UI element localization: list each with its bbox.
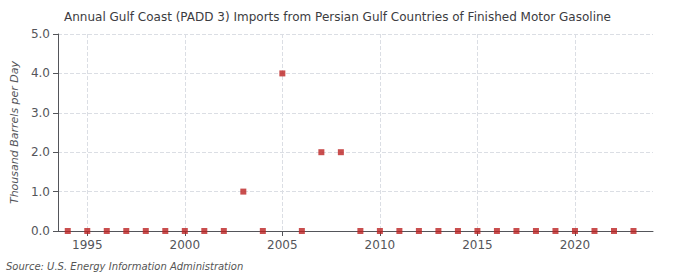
svg-text:Annual Gulf Coast (PADD 3) Imp: Annual Gulf Coast (PADD 3) Imports from … [64, 10, 611, 24]
svg-text:2000: 2000 [170, 238, 201, 252]
svg-text:4.0: 4.0 [31, 66, 50, 80]
svg-text:2005: 2005 [267, 238, 298, 252]
svg-text:2.0: 2.0 [31, 145, 50, 159]
svg-text:Thousand Barrels per Day: Thousand Barrels per Day [8, 60, 21, 204]
svg-text:2010: 2010 [365, 238, 396, 252]
svg-text:5.0: 5.0 [31, 27, 50, 41]
svg-text:2020: 2020 [560, 238, 591, 252]
svg-text:1995: 1995 [72, 238, 103, 252]
svg-text:1.0: 1.0 [31, 185, 50, 199]
svg-text:2015: 2015 [462, 238, 493, 252]
svg-text:3.0: 3.0 [31, 106, 50, 120]
svg-text:0.0: 0.0 [31, 224, 50, 238]
svg-text:Source: U.S. Energy Informatio: Source: U.S. Energy Information Administ… [6, 261, 243, 272]
